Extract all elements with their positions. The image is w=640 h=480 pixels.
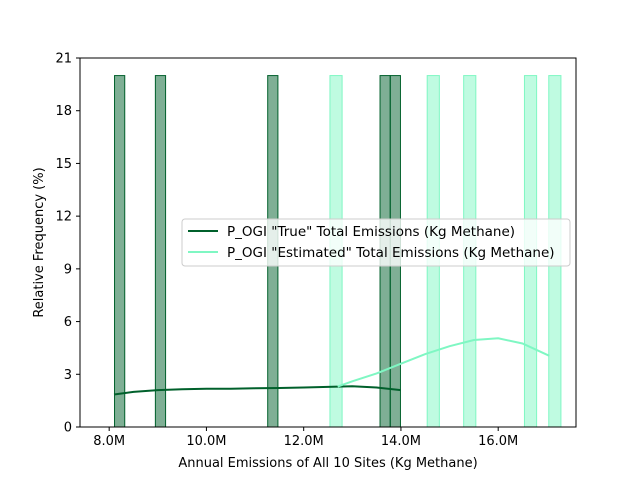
- histogram-bar: [154, 75, 167, 428]
- y-tick-label: 0: [64, 421, 72, 436]
- y-axis: 0 3 6 9 12 15 18 21: [55, 52, 80, 436]
- legend-label-true: P_OGI "True" Total Emissions (Kg Methane…: [227, 224, 515, 240]
- x-tick-label: 14.0M: [381, 434, 421, 449]
- x-tick-label: 16.0M: [478, 434, 518, 449]
- x-tick-label: 10.0M: [186, 434, 226, 449]
- y-tick-label: 15: [55, 157, 72, 172]
- y-axis-label: Relative Frequency (%): [32, 167, 47, 317]
- y-tick-label: 12: [55, 210, 72, 225]
- y-tick-label: 3: [64, 368, 72, 383]
- x-tick-label: 12.0M: [284, 434, 324, 449]
- legend: P_OGI "True" Total Emissions (Kg Methane…: [181, 218, 571, 267]
- y-tick-label: 6: [64, 315, 72, 330]
- y-tick-label: 21: [55, 52, 72, 67]
- axes-frame: [79, 57, 577, 428]
- y-tick-label: 9: [64, 262, 72, 277]
- histogram-bar: [114, 75, 126, 428]
- x-tick-label: 8.0M: [93, 434, 125, 449]
- legend-label-estimated: P_OGI "Estimated" Total Emissions (Kg Me…: [227, 245, 555, 261]
- y-tick-label: 18: [55, 104, 72, 119]
- legend-frame: [181, 218, 571, 267]
- x-axis: 8.0M 10.0M 12.0M 14.0M 16.0M: [93, 427, 518, 449]
- kde-line-0: [113, 385, 402, 396]
- kde-line-1: [337, 337, 550, 388]
- x-axis-label: Annual Emissions of All 10 Sites (Kg Met…: [178, 456, 477, 471]
